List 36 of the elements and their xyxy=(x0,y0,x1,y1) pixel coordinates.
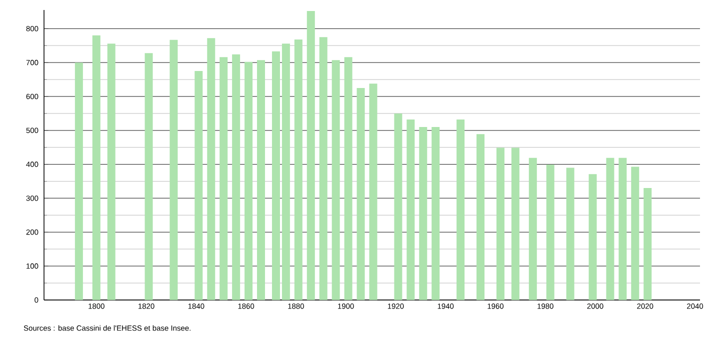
bar xyxy=(170,40,178,300)
bar xyxy=(456,120,465,300)
bar xyxy=(588,174,597,300)
bar xyxy=(107,44,116,300)
bar xyxy=(419,127,428,300)
bar xyxy=(194,71,203,300)
bar xyxy=(282,44,290,300)
bar xyxy=(631,166,640,300)
bar xyxy=(332,60,340,300)
bar xyxy=(319,37,328,300)
bar xyxy=(220,57,228,300)
bar xyxy=(244,62,253,300)
bar xyxy=(207,38,216,300)
bar xyxy=(369,84,378,300)
bar xyxy=(618,158,627,300)
bar xyxy=(144,53,153,300)
bar xyxy=(257,60,266,300)
bar xyxy=(394,113,402,300)
bar xyxy=(232,54,240,300)
bar xyxy=(528,158,537,300)
bar xyxy=(606,158,614,300)
bar xyxy=(432,127,440,300)
bar xyxy=(566,168,574,300)
bar xyxy=(294,39,302,300)
bar xyxy=(496,148,504,300)
bar xyxy=(92,35,100,300)
bar xyxy=(476,134,484,300)
bar xyxy=(344,57,352,300)
bar xyxy=(356,88,365,300)
bar xyxy=(272,51,280,300)
bar xyxy=(74,62,83,300)
bar xyxy=(511,148,520,300)
bar xyxy=(306,11,315,300)
bar xyxy=(644,188,652,300)
bar xyxy=(406,120,415,300)
bar xyxy=(546,164,554,300)
